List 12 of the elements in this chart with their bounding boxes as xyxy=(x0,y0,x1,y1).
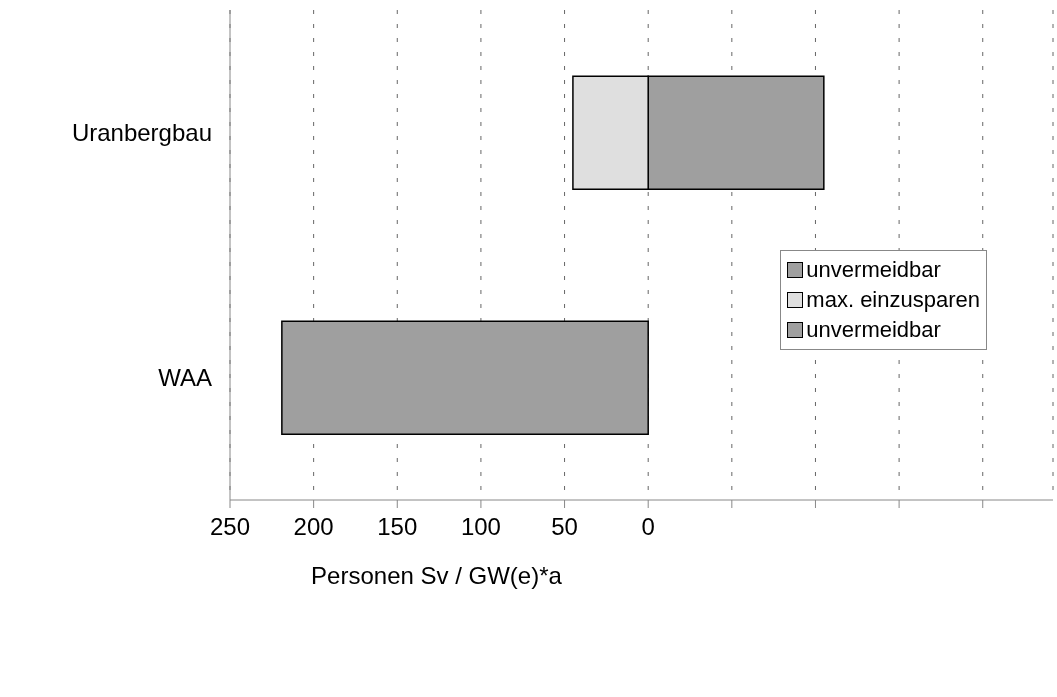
x-axis-title: Personen Sv / GW(e)*a xyxy=(311,562,563,589)
legend-label: unvermeidbar xyxy=(806,256,941,284)
x-tick-label: 150 xyxy=(377,513,418,541)
y-tick-label: Uranbergbau xyxy=(71,119,212,147)
x-tick-label: 200 xyxy=(293,513,334,541)
y-tick-label: WAA xyxy=(158,364,212,392)
x-tick-label: 0 xyxy=(641,513,655,541)
x-tick-label: 100 xyxy=(460,513,501,541)
x-tick-label: 250 xyxy=(209,513,251,541)
x-tick-label: 50 xyxy=(551,513,578,541)
legend-label: unvermeidbar xyxy=(806,316,941,344)
legend-label: max. einzusparen xyxy=(806,286,980,314)
